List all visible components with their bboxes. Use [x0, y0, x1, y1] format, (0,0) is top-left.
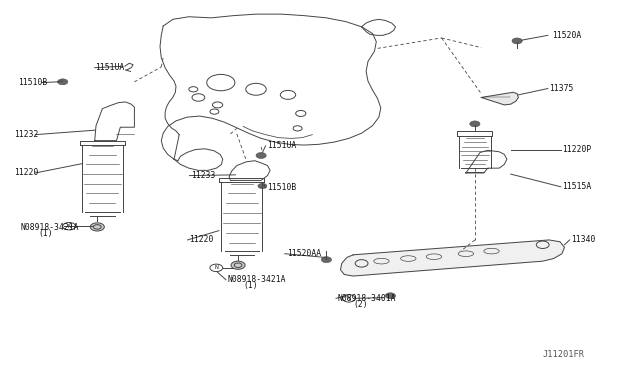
Text: 11510B: 11510B: [268, 183, 297, 192]
Text: 11520A: 11520A: [552, 31, 581, 40]
Text: N08918-3421A: N08918-3421A: [227, 275, 285, 284]
Text: N: N: [67, 224, 71, 229]
Text: N: N: [347, 296, 351, 301]
Text: 11520AA: 11520AA: [287, 249, 321, 258]
Text: (1): (1): [38, 229, 53, 238]
Text: 11510B: 11510B: [18, 78, 47, 87]
Circle shape: [321, 257, 332, 263]
Polygon shape: [481, 92, 518, 105]
Circle shape: [258, 183, 267, 189]
Text: 11220: 11220: [189, 235, 213, 244]
Text: 11340: 11340: [571, 235, 595, 244]
Circle shape: [256, 153, 266, 158]
Circle shape: [231, 261, 245, 269]
Text: N08918-3421A: N08918-3421A: [20, 223, 79, 232]
Text: 1151UA: 1151UA: [268, 141, 297, 150]
Text: 11220P: 11220P: [562, 145, 591, 154]
Text: 11220: 11220: [14, 169, 38, 177]
Circle shape: [470, 121, 480, 127]
Text: (1): (1): [243, 281, 258, 290]
Text: 11515A: 11515A: [562, 182, 591, 191]
Circle shape: [385, 293, 396, 299]
Polygon shape: [340, 240, 564, 276]
Text: (2): (2): [353, 300, 368, 309]
Text: 1151UA: 1151UA: [95, 63, 124, 72]
Circle shape: [90, 223, 104, 231]
Text: 11233: 11233: [191, 171, 215, 180]
Text: N08918-3401A: N08918-3401A: [338, 294, 396, 303]
Circle shape: [512, 38, 522, 44]
Text: N: N: [214, 265, 218, 270]
Text: 11232: 11232: [14, 130, 38, 139]
Text: 11375: 11375: [549, 84, 573, 93]
Circle shape: [58, 79, 68, 85]
Text: J11201FR: J11201FR: [543, 350, 585, 359]
